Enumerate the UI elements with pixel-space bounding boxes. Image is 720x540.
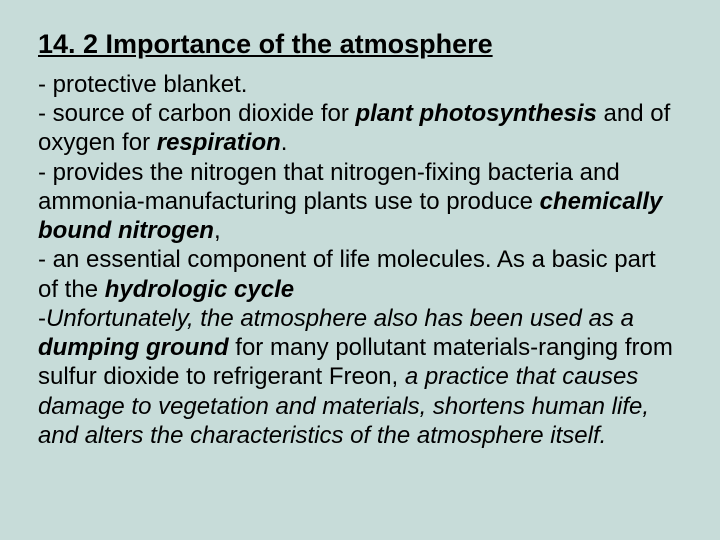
slide-title: 14. 2 Importance of the atmosphere (38, 28, 682, 62)
text: , (214, 217, 221, 244)
bullet-hydrologic-cycle: - an essential component of life molecul… (38, 245, 682, 304)
slide: 14. 2 Importance of the atmosphere - pro… (0, 0, 720, 540)
text: - protective blanket. (38, 71, 247, 98)
text: - provides the nitrogen that nitrogen-fi… (38, 159, 620, 215)
bullet-nitrogen: - provides the nitrogen that nitrogen-fi… (38, 158, 682, 246)
emphasis-plant-photosynthesis: plant photosynthesis (356, 100, 597, 127)
text: . (281, 129, 288, 156)
bullet-carbon-oxygen: - source of carbon dioxide for plant pho… (38, 99, 682, 158)
emphasis-hydrologic-cycle: hydrologic cycle (105, 276, 294, 303)
emphasis-respiration: respiration (157, 129, 281, 156)
text: - (38, 305, 46, 332)
emphasis-dumping-ground: dumping ground (38, 334, 229, 361)
bullet-protective-blanket: - protective blanket. (38, 70, 682, 99)
slide-body: - protective blanket. - source of carbon… (38, 70, 682, 450)
italic-text: Unfortunately, the atmosphere also has b… (46, 305, 634, 332)
text: - source of carbon dioxide for (38, 100, 356, 127)
bullet-dumping-ground: -Unfortunately, the atmosphere also has … (38, 304, 682, 450)
